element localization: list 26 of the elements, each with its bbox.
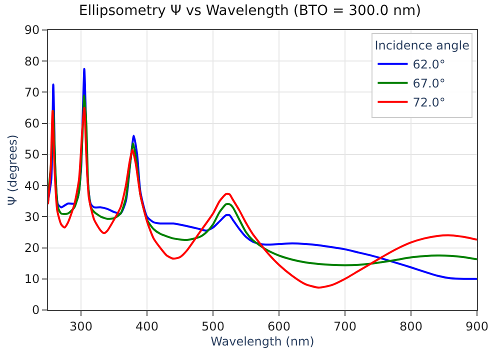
legend-label: 67.0°	[412, 76, 446, 91]
x-tick-label: 900	[466, 319, 488, 334]
x-tick-label: 300	[70, 319, 92, 334]
x-tick-label: 600	[268, 319, 290, 334]
y-tick-label: 70	[24, 85, 40, 100]
y-tick-label: 0	[32, 303, 40, 318]
y-tick-label: 90	[24, 23, 40, 38]
x-tick-label: 500	[202, 319, 224, 334]
legend-title: Incidence angle	[374, 38, 470, 52]
chart-title: Ellipsometry Ψ vs Wavelength (BTO = 300.0 nm)	[78, 3, 422, 20]
x-tick-label: 400	[136, 319, 158, 334]
y-tick-label: 80	[24, 54, 40, 68]
legend-label: 72.0°	[412, 96, 446, 110]
line-series	[48, 106, 477, 289]
y-tick-label: 10	[24, 272, 40, 286]
line-series	[48, 94, 477, 266]
legend-label: 62.0°	[412, 58, 446, 72]
y-tick-label: 20	[24, 240, 40, 255]
x-tick-label: 800	[400, 319, 422, 334]
y-tick-label: 30	[24, 210, 40, 224]
y-tick-label: 40	[24, 178, 40, 193]
y-axis-title: Ψ (degrees)	[6, 134, 20, 206]
x-axis-title: Wavelength (nm)	[210, 334, 314, 348]
y-tick-label: 60	[24, 116, 40, 131]
x-tick-label: 700	[334, 319, 356, 334]
y-tick-label: 50	[24, 148, 40, 162]
